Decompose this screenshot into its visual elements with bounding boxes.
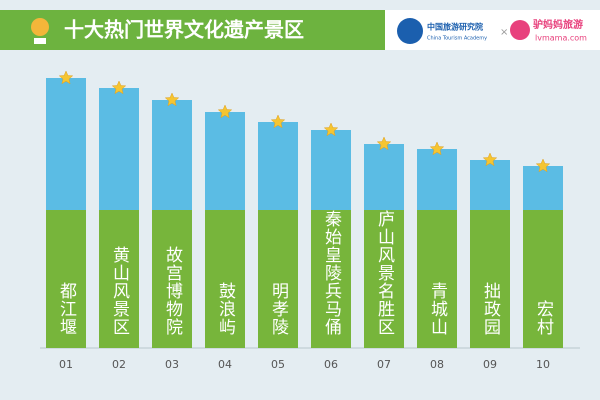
bar-label: 都江堰 bbox=[56, 282, 77, 336]
bar-label: 拙政园 bbox=[480, 282, 501, 336]
x-tick-label: 10 bbox=[536, 358, 550, 371]
star bbox=[482, 152, 498, 167]
times: × bbox=[500, 27, 508, 38]
icon bbox=[31, 18, 49, 36]
bar-base bbox=[311, 210, 351, 348]
star bbox=[429, 141, 445, 156]
logo2-icon bbox=[510, 20, 530, 40]
bar-label: 庐山风景名胜区 bbox=[374, 210, 395, 336]
bar-label: 鼓浪屿 bbox=[215, 282, 236, 336]
star bbox=[535, 158, 551, 173]
x-tick-label: 07 bbox=[377, 358, 391, 371]
bar-base bbox=[470, 210, 510, 348]
bar-base bbox=[99, 210, 139, 348]
star bbox=[111, 80, 127, 95]
chart-title: 十大热门世界文化遗产景区 bbox=[64, 18, 304, 42]
x-tick-label: 08 bbox=[430, 358, 444, 371]
star bbox=[323, 122, 339, 137]
bar-base bbox=[523, 210, 563, 348]
bar-base bbox=[258, 210, 298, 348]
x-tick-label: 02 bbox=[112, 358, 126, 371]
title-band bbox=[0, 10, 385, 50]
star bbox=[217, 104, 233, 119]
bar-label: 秦始皇陵兵马俑 bbox=[321, 210, 342, 336]
x-tick-label: 05 bbox=[271, 358, 285, 371]
icon-base bbox=[34, 38, 46, 44]
bar-label: 故宫博物院 bbox=[162, 246, 183, 336]
bar-base bbox=[205, 210, 245, 348]
logo1-cn: 中国旅游研究院 bbox=[427, 22, 483, 32]
x-tick-label: 03 bbox=[165, 358, 179, 371]
bar-base bbox=[364, 210, 404, 348]
bar-label: 宏村 bbox=[533, 300, 554, 336]
bar-label: 明孝陵 bbox=[268, 282, 289, 336]
x-tick-label: 01 bbox=[59, 358, 73, 371]
logo1-icon bbox=[397, 18, 423, 44]
bar-label: 黄山风景区 bbox=[109, 246, 130, 336]
logo2-cn: 驴妈妈旅游 bbox=[533, 18, 583, 31]
x-tick-label: 04 bbox=[218, 358, 232, 371]
bar-base bbox=[152, 210, 192, 348]
bar-base bbox=[417, 210, 457, 348]
x-tick-label: 09 bbox=[483, 358, 497, 371]
logo1-en: China Tourism Academy bbox=[427, 36, 487, 42]
bar-label: 青城山 bbox=[427, 282, 448, 336]
star bbox=[58, 70, 74, 85]
bar-base bbox=[46, 210, 86, 348]
x-tick-label: 06 bbox=[324, 358, 338, 371]
star bbox=[164, 92, 180, 107]
star bbox=[270, 114, 286, 129]
logo2-en: lvmama.com bbox=[535, 34, 587, 43]
star bbox=[376, 136, 392, 151]
